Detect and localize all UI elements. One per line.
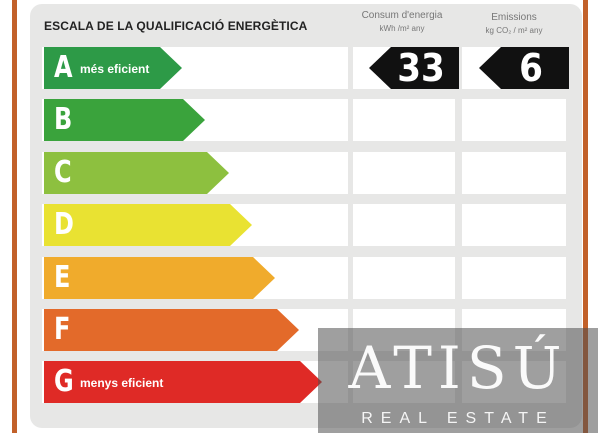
rating-arrow-shape [44,47,182,89]
rating-arrow-shape [44,99,205,141]
emissions-value: 6 [519,46,543,90]
consumption-cell-b [353,99,455,141]
label-title: ESCALA DE LA QUALIFICACIÓ ENERGÈTICA [44,19,308,33]
value-arrow-shape [479,47,569,89]
consumption-value: 33 [397,46,445,90]
emissions-header-text: Emissions [491,12,537,23]
rating-letter: C [54,155,72,190]
emissions-cell-d [462,204,566,246]
consumption-cell-c [353,152,455,194]
emissions-value-arrow: 6 [479,47,569,89]
rating-letter: E [54,260,71,295]
consumption-cell-d [353,204,455,246]
consumption-header-text: Consum d'energia [361,10,443,21]
emissions-unit: kg CO₂ / m² any [485,26,543,35]
rating-arrow-shape [44,309,299,351]
rating-bar-b: B [44,99,205,141]
rating-arrow-shape [44,361,322,403]
rating-bar-e: E [44,257,275,299]
rating-bar-f: F [44,309,299,351]
rating-letter: F [54,312,71,347]
consumption-header: Consum d'energia kWh /m² any [352,9,452,35]
emissions-cell-b [462,99,566,141]
consumption-value-arrow: 33 [369,47,459,89]
rating-letter: A [54,50,73,85]
watermark-brand: ATISÚ [348,334,568,402]
rating-letter: G [54,364,74,399]
consumption-unit: kWh /m² any [379,24,425,33]
consumption-cell-e [353,257,455,299]
rating-letter: D [54,207,74,242]
rating-bar-d: D [44,204,252,246]
emissions-cell-e [462,257,566,299]
rating-letter: B [54,102,73,137]
rating-note: menys eficient [80,376,164,390]
rating-arrow-shape [44,152,229,194]
rating-note: més eficient [80,62,150,76]
rating-arrow-shape [44,204,252,246]
rating-bar-c: C [44,152,229,194]
emissions-header: Emissions kg CO₂ / m² any [462,11,566,37]
emissions-cell-c [462,152,566,194]
watermark-overlay: ATISÚ REAL ESTATE [318,328,598,433]
rating-arrow-shape [44,257,275,299]
watermark-tagline: REAL ESTATE [361,410,555,427]
value-arrow-shape [369,47,459,89]
